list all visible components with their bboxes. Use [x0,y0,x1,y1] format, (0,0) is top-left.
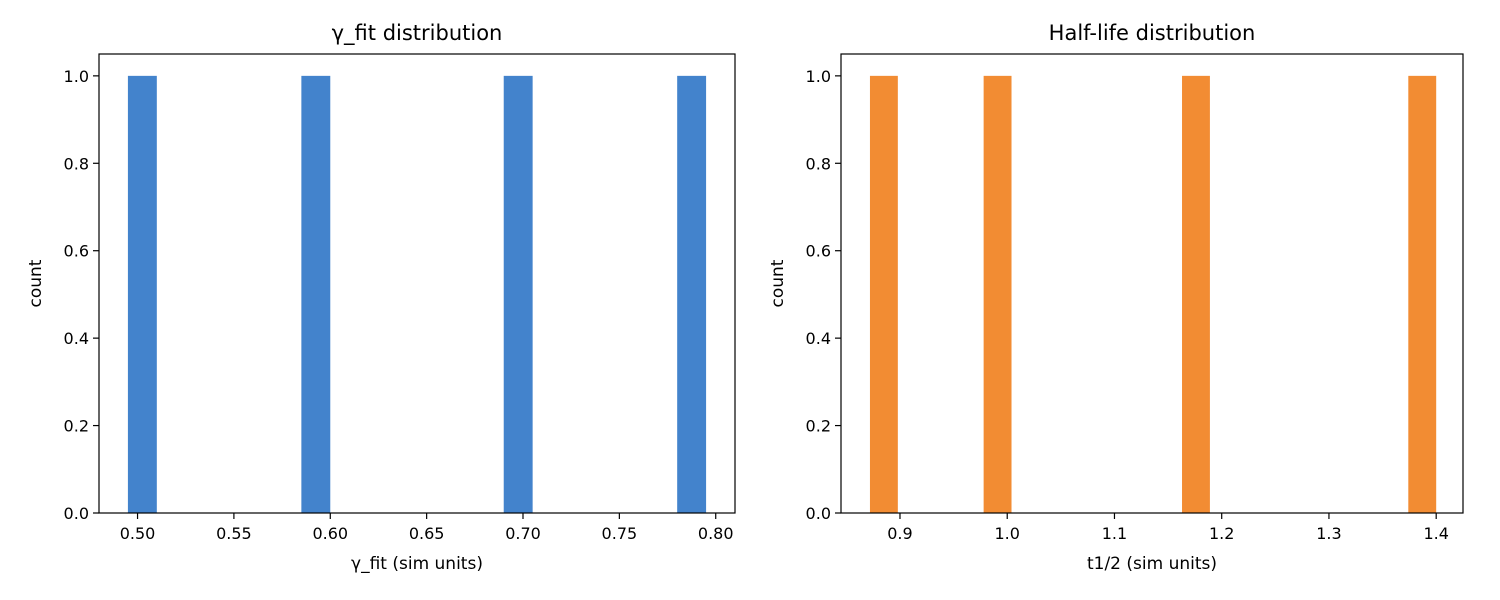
y-axis-label: count [26,259,46,307]
x-axis-label: t1/2 (sim units) [1087,554,1217,574]
y-tick-label: 0.4 [806,329,831,348]
x-tick-label: 0.70 [505,524,541,543]
histogram-bar [127,75,157,513]
chart-2: 0.9 1.0 1.1 1.2 1.3 1.4 0.0 0.2 0.4 0.6 0.8 1.0 Half… [768,21,1464,574]
y-tick-label: 0.6 [64,242,89,261]
x-tick-label: 1.2 [1209,524,1234,543]
histogram-bar [677,75,707,513]
histogram-bar [301,75,331,513]
y-tick-label: 0.4 [64,329,89,348]
y-tick-label: 1.0 [806,67,831,86]
x-tick-label: 0.50 [120,524,156,543]
x-tick-label: 0.80 [698,524,734,543]
y-tick-label: 0.0 [64,504,89,523]
y-tick-label: 0.2 [806,417,831,436]
histogram-bar [1182,75,1210,513]
x-tick-label: 0.9 [887,524,912,543]
y-tick-label: 0.2 [64,417,89,436]
histogram-bar [869,75,898,513]
x-tick-label: 0.60 [312,524,348,543]
y-tick-label: 0.0 [806,504,831,523]
y-tick-label: 0.6 [806,242,831,261]
y-tick-label: 0.8 [806,154,831,173]
histogram-bar [503,75,533,513]
x-axis-label: γ_fit (sim units) [351,554,483,574]
axes-frame [840,53,1464,514]
x-tick-label: 0.75 [602,524,638,543]
x-tick-label: 0.55 [216,524,252,543]
x-tick-label: 0.65 [409,524,445,543]
x-tick-label: 1.0 [994,524,1019,543]
x-tick-label: 1.4 [1423,524,1448,543]
x-tick-label: 1.1 [1102,524,1127,543]
chart-title: γ_fit distribution [332,21,503,46]
histogram-bar [1408,75,1437,513]
y-tick-label: 0.8 [64,154,89,173]
y-tick-label: 1.0 [64,67,89,86]
axes-frame [98,53,736,514]
chart-title: Half-life distribution [1049,21,1256,45]
histogram-bar [983,75,1012,513]
x-tick-label: 1.3 [1316,524,1341,543]
chart-1: 0.50 0.55 0.60 0.65 0.70 0.75 0.80 0.0 0.2 0.4 0.6… [26,21,736,574]
y-axis-label: count [768,259,788,307]
